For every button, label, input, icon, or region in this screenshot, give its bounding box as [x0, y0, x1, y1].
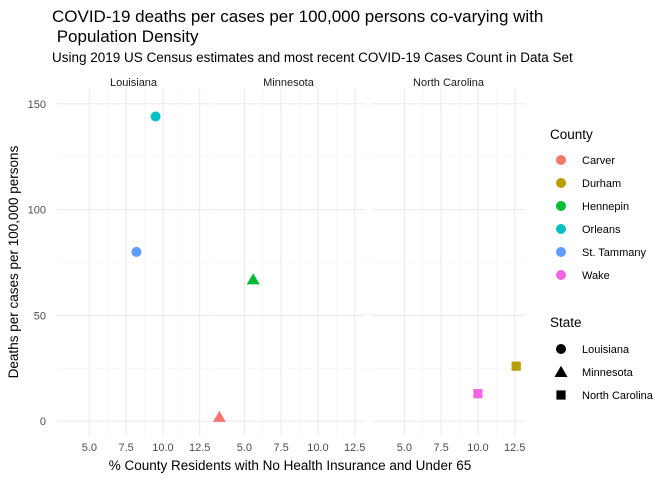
facet-strip-label: North Carolina: [413, 77, 485, 89]
legend-label: St. Tammany: [582, 247, 646, 259]
x-tick-label: 12.5: [189, 442, 210, 454]
legend-item-st-tammany: St. Tammany: [556, 247, 646, 259]
x-tick-label: 10.0: [307, 442, 328, 454]
chart-subtitle: Using 2019 US Census estimates and most …: [52, 50, 573, 65]
x-axis: 5.0 7.5 10.0 12.5 5.0 7.5 10.0 12.5 5.0 7.5 10.0 12…: [82, 442, 526, 454]
legend-label: Louisiana: [582, 344, 630, 356]
legend-item-wake: Wake: [556, 270, 610, 282]
x-tick-label: 7.5: [433, 442, 448, 454]
chart-title-line-2: Population Density: [52, 27, 199, 46]
x-tick-label: 7.5: [118, 442, 133, 454]
x-tick-label: 5.0: [237, 442, 252, 454]
x-tick-label: 12.5: [344, 442, 365, 454]
legend: County Carver Durham Hennepin Orleans St. Tam…: [550, 127, 654, 402]
legend-label: Carver: [582, 155, 615, 167]
facet-strip-label: Louisiana: [110, 77, 158, 89]
facet-panels: Louisiana Minnesota North Carolina: [57, 77, 525, 436]
legend-shape-square: [556, 390, 566, 400]
legend-item-orleans: Orleans: [556, 224, 621, 236]
y-tick-label: 100: [28, 205, 46, 217]
shape-legend-title: State: [550, 315, 582, 330]
y-tick-label: 150: [28, 99, 46, 111]
facet-strip-label: Minnesota: [263, 77, 315, 89]
data-point-carver: [212, 410, 226, 422]
legend-item-louisiana: Louisiana: [556, 344, 630, 356]
legend-item-north-carolina: North Carolina: [556, 390, 654, 402]
legend-label: Hennepin: [582, 201, 629, 213]
data-point-wake: [473, 389, 483, 399]
data-point-orleans: [150, 111, 161, 122]
legend-label: North Carolina: [582, 390, 654, 402]
x-tick-label: 7.5: [273, 442, 288, 454]
legend-swatch: [556, 247, 566, 257]
x-axis-title: % County Residents with No Health Insura…: [109, 458, 471, 473]
facet-panel-minnesota: Minnesota: [212, 77, 365, 436]
legend-shape-triangle: [554, 365, 568, 377]
legend-swatch: [556, 224, 566, 234]
legend-label: Minnesota: [582, 367, 634, 379]
legend-label: Orleans: [582, 224, 621, 236]
chart-title-line-1: COVID-19 deaths per cases per 100,000 pe…: [52, 7, 543, 26]
y-axis: 0 50 100 150: [28, 99, 46, 428]
legend-swatch: [556, 178, 566, 188]
legend-item-minnesota: Minnesota: [554, 365, 634, 379]
data-point-durham: [511, 361, 521, 371]
legend-swatch: [556, 270, 566, 280]
color-legend-title: County: [550, 127, 593, 142]
x-tick-label: 10.0: [467, 442, 488, 454]
legend-item-durham: Durham: [556, 178, 621, 190]
x-tick-label: 12.5: [504, 442, 525, 454]
y-axis-title: Deaths per cases per 100,000 persons: [6, 145, 21, 378]
x-tick-label: 10.0: [152, 442, 173, 454]
data-point-hennepin: [246, 273, 260, 285]
facet-panel-north-carolina: North Carolina: [372, 77, 525, 436]
legend-shape-circle: [556, 344, 566, 354]
y-tick-label: 0: [40, 416, 46, 428]
legend-item-carver: Carver: [556, 155, 615, 167]
x-tick-label: 5.0: [397, 442, 412, 454]
x-tick-label: 5.0: [82, 442, 97, 454]
legend-label: Wake: [582, 270, 610, 282]
y-tick-label: 50: [34, 310, 46, 322]
legend-swatch: [556, 201, 566, 211]
legend-swatch: [556, 155, 566, 165]
legend-label: Durham: [582, 178, 621, 190]
legend-item-hennepin: Hennepin: [556, 201, 629, 213]
data-point-st-tammany: [131, 246, 142, 257]
facet-panel-louisiana: Louisiana: [57, 77, 210, 436]
